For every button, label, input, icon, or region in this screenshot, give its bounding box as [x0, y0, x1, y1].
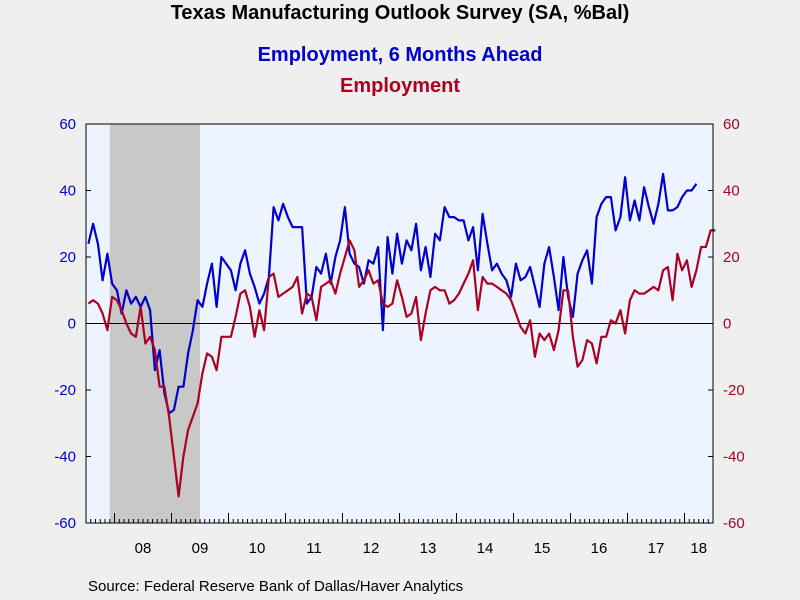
y-tick-right-label: 0 — [723, 316, 731, 333]
series-line-2 — [87, 229, 716, 498]
y-tick-right-label: 40 — [723, 183, 740, 200]
y-tick-left-label: -40 — [54, 449, 76, 466]
x-tick-label: 16 — [591, 540, 608, 557]
x-tick-label: 10 — [249, 540, 266, 557]
y-tick-right-label: 20 — [723, 249, 740, 266]
ticks-group: 60 40 20 0 -20 -40 -60 60 40 20 0 -20 -40 -60 08 09 10 11… — [54, 116, 744, 557]
chart-title: Texas Manufacturing Outlook Survey (SA, … — [170, 2, 630, 24]
x-tick-label: 11 — [306, 540, 322, 557]
y-tick-right-label: -60 — [723, 515, 745, 532]
x-tick-label: 09 — [192, 540, 209, 557]
y-tick-right-label: -20 — [723, 382, 745, 399]
x-tick-label: 08 — [135, 540, 152, 557]
y-tick-left-label: -60 — [54, 515, 76, 532]
y-tick-left-label: 20 — [59, 249, 76, 266]
y-tick-left-label: 40 — [59, 183, 76, 200]
series-group — [87, 172, 716, 498]
x-tick-label: 17 — [648, 540, 665, 557]
x-tick-label: 14 — [477, 540, 494, 557]
source-note: Source: Federal Reserve Bank of Dallas/H… — [88, 578, 464, 595]
x-tick-label: 13 — [420, 540, 437, 557]
x-tick-label: 12 — [363, 540, 380, 557]
series-line-1 — [87, 172, 698, 415]
legend-series-2: Employment — [339, 75, 461, 97]
legend-series-1: Employment, 6 Months Ahead — [257, 44, 543, 66]
x-tick-label: 18 — [690, 540, 707, 557]
y-tick-left-label: -20 — [54, 382, 76, 399]
y-tick-left-label: 60 — [59, 116, 76, 133]
y-tick-left-label: 0 — [68, 316, 76, 333]
y-tick-right-label: -40 — [723, 449, 745, 466]
y-tick-right-label: 60 — [723, 116, 740, 133]
x-tick-label: 15 — [534, 540, 551, 557]
